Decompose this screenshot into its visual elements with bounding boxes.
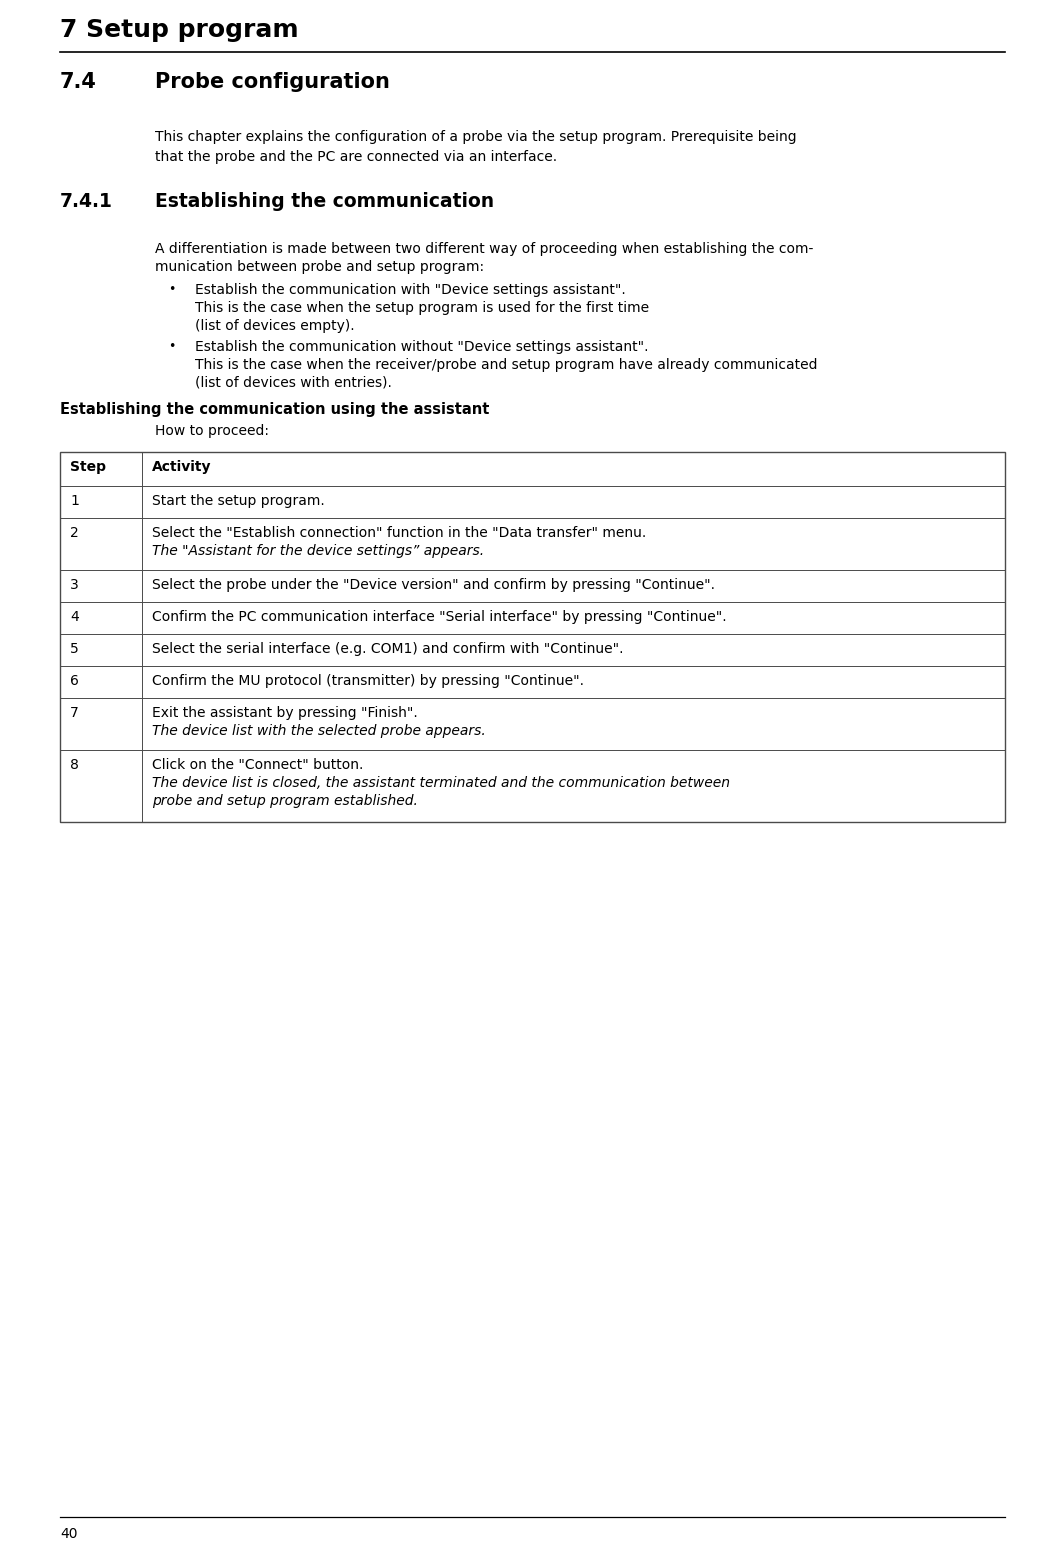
Bar (60, 451, 1005, 822)
Text: 6: 6 (70, 675, 79, 689)
Text: Probe configuration: Probe configuration (155, 71, 390, 92)
Text: 4: 4 (70, 610, 79, 624)
Text: 3: 3 (70, 579, 79, 592)
Text: Establish the communication with "Device settings assistant".: Establish the communication with "Device… (195, 282, 626, 296)
Text: Click on the "Connect" button.: Click on the "Connect" button. (152, 758, 364, 772)
Text: The device list is closed, the assistant terminated and the communication betwee: The device list is closed, the assistant… (152, 776, 730, 808)
Text: 1: 1 (70, 495, 79, 509)
Text: Confirm the PC communication interface "Serial interface" by pressing "Continue": Confirm the PC communication interface "… (152, 610, 727, 624)
Text: 7.4.1: 7.4.1 (60, 192, 113, 211)
Text: The device list with the selected probe appears.: The device list with the selected probe … (152, 724, 486, 738)
Text: How to proceed:: How to proceed: (155, 423, 269, 437)
Text: The "Assistant for the device settings” appears.: The "Assistant for the device settings” … (152, 544, 484, 558)
Text: Confirm the MU protocol (transmitter) by pressing "Continue".: Confirm the MU protocol (transmitter) by… (152, 675, 584, 689)
Text: 8: 8 (70, 758, 79, 772)
Text: 5: 5 (70, 642, 79, 656)
Text: (list of devices empty).: (list of devices empty). (195, 320, 355, 333)
Text: 7.4: 7.4 (60, 71, 97, 92)
Text: that the probe and the PC are connected via an interface.: that the probe and the PC are connected … (155, 150, 557, 164)
Text: Step: Step (70, 461, 106, 475)
Text: Establishing the communication: Establishing the communication (155, 192, 494, 211)
Text: 7: 7 (70, 706, 79, 720)
Text: A differentiation is made between two different way of proceeding when establish: A differentiation is made between two di… (155, 242, 813, 256)
Text: munication between probe and setup program:: munication between probe and setup progr… (155, 261, 484, 275)
Text: 2: 2 (70, 526, 79, 540)
Text: 40: 40 (60, 1528, 78, 1542)
Text: •: • (168, 340, 175, 354)
Text: This is the case when the receiver/probe and setup program have already communic: This is the case when the receiver/probe… (195, 358, 817, 372)
Text: (list of devices with entries).: (list of devices with entries). (195, 375, 392, 389)
Text: This chapter explains the configuration of a probe via the setup program. Prereq: This chapter explains the configuration … (155, 130, 796, 144)
Text: Activity: Activity (152, 461, 212, 475)
Text: Establishing the communication using the assistant: Establishing the communication using the… (60, 402, 489, 417)
Text: This is the case when the setup program is used for the first time: This is the case when the setup program … (195, 301, 649, 315)
Text: Start the setup program.: Start the setup program. (152, 495, 325, 509)
Text: Select the "Establish connection" function in the "Data transfer" menu.: Select the "Establish connection" functi… (152, 526, 646, 540)
Text: •: • (168, 282, 175, 296)
Text: Exit the assistant by pressing "Finish".: Exit the assistant by pressing "Finish". (152, 706, 418, 720)
Text: Select the probe under the "Device version" and confirm by pressing "Continue".: Select the probe under the "Device versi… (152, 579, 715, 592)
Text: Establish the communication without "Device settings assistant".: Establish the communication without "Dev… (195, 340, 648, 354)
Text: 7 Setup program: 7 Setup program (60, 19, 299, 42)
Text: Select the serial interface (e.g. COM1) and confirm with "Continue".: Select the serial interface (e.g. COM1) … (152, 642, 624, 656)
